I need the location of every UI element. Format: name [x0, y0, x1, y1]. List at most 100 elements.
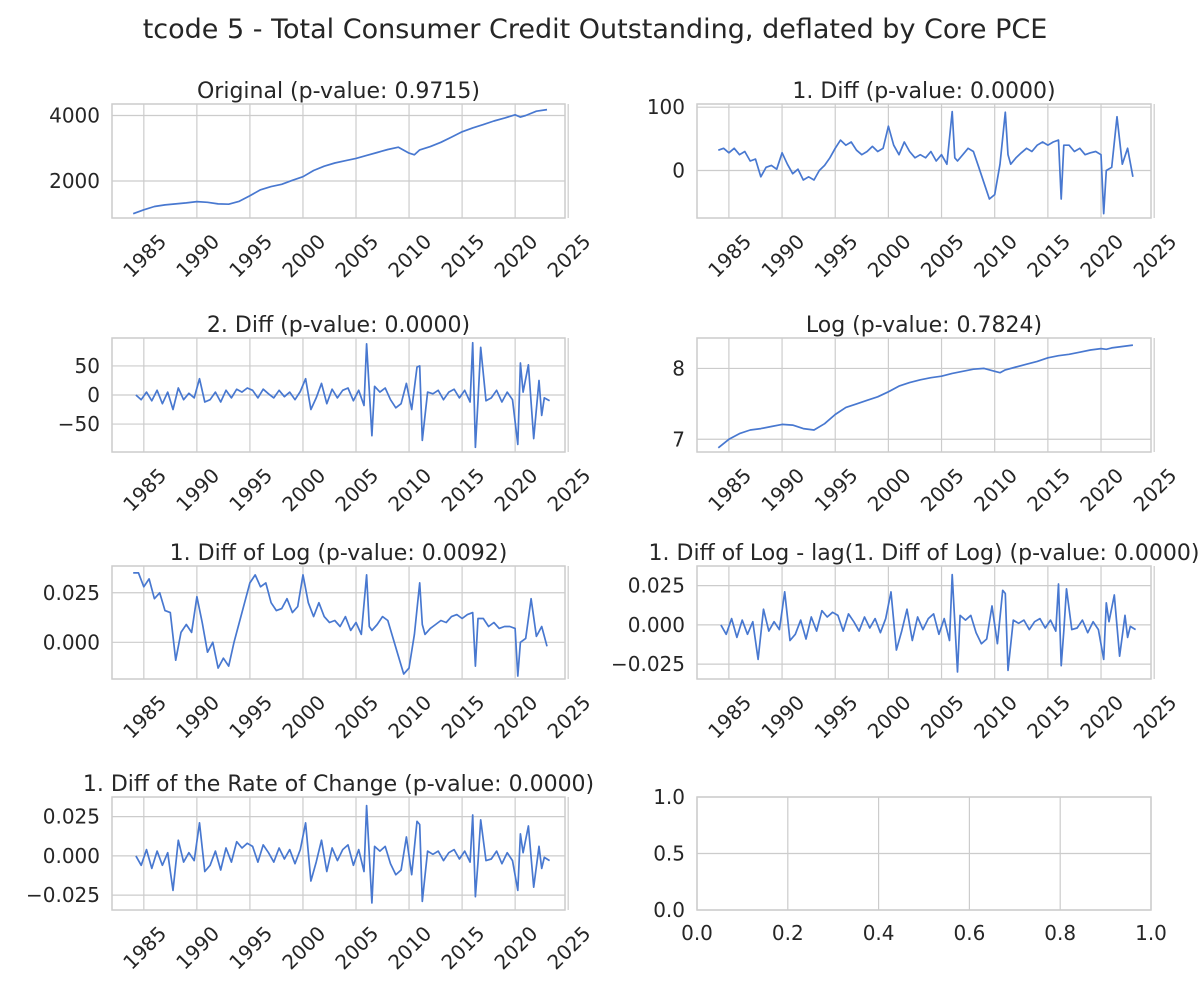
y-tick-label: 100: [647, 95, 685, 119]
subplot-title: 1. Diff (p-value: 0.0000): [792, 79, 1055, 104]
y-tick-label: 0: [87, 383, 100, 407]
x-tick-label: 1985: [118, 229, 171, 282]
subplot-5: 1985 1990 1995 2000 2005 2010 2015 2020 2025 0.00…: [43, 541, 596, 743]
subplot-1: 1985 1990 1995 2000 2005 2010 2015 2020 20252000…: [49, 79, 595, 282]
x-tick-label: 1985: [703, 463, 756, 516]
y-tick-label: 0.025: [43, 581, 100, 605]
x-tick-label: 2025: [543, 229, 596, 282]
x-tick-label: 2010: [969, 229, 1022, 282]
axes-frame: [696, 565, 1152, 680]
y-tick-label: 0.000: [628, 613, 685, 637]
x-tick-label: 2000: [277, 229, 330, 282]
y-tick-label: −0.025: [26, 883, 100, 907]
axes-frame: [111, 337, 566, 453]
x-tick-label: 2000: [277, 921, 330, 974]
series-line: [133, 572, 548, 677]
x-tick-label: 2010: [969, 463, 1022, 516]
x-tick-label: 1990: [756, 690, 809, 743]
x-tick-label: 2020: [1075, 229, 1128, 282]
subplot-2: 1985 1990 1995 2000 2005 2010 2015 2020 2025 0 100…: [647, 79, 1182, 282]
x-tick-label: 2005: [330, 229, 383, 282]
x-tick-label: 1985: [118, 921, 171, 974]
series-line: [135, 341, 551, 449]
x-tick-label: 2010: [383, 690, 436, 743]
x-tick-label: 1990: [171, 921, 224, 974]
x-tick-label: 2015: [1022, 229, 1075, 282]
axes-frame: [696, 337, 1152, 453]
y-tick-label: 0: [672, 159, 685, 183]
x-tick-label: 2025: [1129, 690, 1182, 743]
x-tick-label: 2020: [1075, 463, 1128, 516]
y-tick-label: 50: [75, 354, 100, 378]
series-line: [717, 344, 1134, 449]
x-tick-label: 2020: [489, 921, 542, 974]
x-tick-label: 2025: [543, 690, 596, 743]
x-tick-label: 2015: [1022, 463, 1075, 516]
y-tick-label: 8: [672, 356, 685, 380]
x-tick-label: 1985: [118, 690, 171, 743]
x-tick-label: 2010: [383, 921, 436, 974]
x-tick-label: 2000: [277, 690, 330, 743]
x-tick-label: 2010: [383, 229, 436, 282]
x-tick-label: 0.4: [863, 921, 895, 945]
x-tick-label: 2020: [1075, 690, 1128, 743]
x-tick-label: 2015: [1022, 690, 1075, 743]
subplot-title: 1. Diff of the Rate of Change (p-value: …: [83, 772, 594, 797]
y-tick-label: 0.5: [653, 842, 685, 866]
x-tick-label: 2010: [969, 690, 1022, 743]
x-tick-label: 2010: [383, 463, 436, 516]
x-tick-label: 1995: [224, 229, 277, 282]
x-tick-label: 2005: [330, 921, 383, 974]
x-tick-label: 2005: [916, 229, 969, 282]
x-tick-label: 1990: [171, 463, 224, 516]
x-tick-label: 2020: [489, 463, 542, 516]
subplot-4: 1985 1990 1995 2000 2005 2010 2015 2020 2025 7 8 Lo…: [672, 313, 1181, 516]
y-tick-label: 0.0: [653, 898, 685, 922]
subplot-title: 1. Diff of Log - lag(1. Diff of Log) (p-…: [649, 541, 1200, 566]
subplot-title: Log (p-value: 0.7824): [806, 313, 1042, 338]
x-tick-label: 2015: [436, 229, 489, 282]
x-tick-label: 1985: [118, 463, 171, 516]
y-tick-label: 0.000: [43, 844, 100, 868]
subplot-title: 2. Diff (p-value: 0.0000): [207, 313, 470, 338]
x-tick-label: 1990: [171, 229, 224, 282]
series-line: [132, 108, 548, 215]
x-tick-label: 2020: [489, 229, 542, 282]
x-tick-label: 2000: [863, 463, 916, 516]
x-tick-label: 2025: [543, 921, 596, 974]
x-tick-label: 1990: [171, 690, 224, 743]
series-line: [720, 573, 1137, 673]
x-tick-label: 2005: [330, 690, 383, 743]
y-tick-label: −50: [58, 412, 100, 436]
x-tick-label: 1985: [703, 690, 756, 743]
x-tick-label: 1995: [224, 463, 277, 516]
subplot-8: 0.0 0.2 0.4 0.6 0.8 1.0 0.0 0.5 1.0: [653, 785, 1167, 945]
series-line: [718, 110, 1134, 215]
subplot-3: 1985 1990 1995 2000 2005 2010 2015 2020 2025 −50 0…: [58, 313, 596, 516]
y-tick-label: 4000: [49, 103, 100, 127]
x-tick-label: 2015: [436, 463, 489, 516]
axes-frame: [696, 796, 1152, 911]
x-tick-label: 2020: [489, 690, 542, 743]
x-tick-label: 2005: [916, 463, 969, 516]
y-tick-label: 2000: [49, 169, 100, 193]
y-tick-label: 0.000: [43, 630, 100, 654]
x-tick-label: 1995: [810, 229, 863, 282]
x-tick-label: 2025: [1129, 229, 1182, 282]
x-tick-label: 2005: [916, 690, 969, 743]
axes-frame: [111, 103, 566, 219]
subplot-7: 1985 1990 1995 2000 2005 2010 2015 2020 2025 −0.0…: [26, 772, 595, 974]
x-tick-label: 1995: [810, 463, 863, 516]
x-tick-label: 0.0: [681, 921, 713, 945]
series-line: [135, 804, 551, 904]
y-tick-label: 7: [672, 427, 685, 451]
x-tick-label: 2000: [863, 690, 916, 743]
subplot-title: Original (p-value: 0.9715): [197, 79, 480, 104]
x-tick-label: 1990: [756, 463, 809, 516]
x-tick-label: 2015: [436, 921, 489, 974]
x-tick-label: 1.0: [1135, 921, 1167, 945]
figure-title: tcode 5 - Total Consumer Credit Outstand…: [142, 14, 1048, 45]
x-tick-label: 2000: [863, 229, 916, 282]
x-tick-label: 0.8: [1044, 921, 1076, 945]
